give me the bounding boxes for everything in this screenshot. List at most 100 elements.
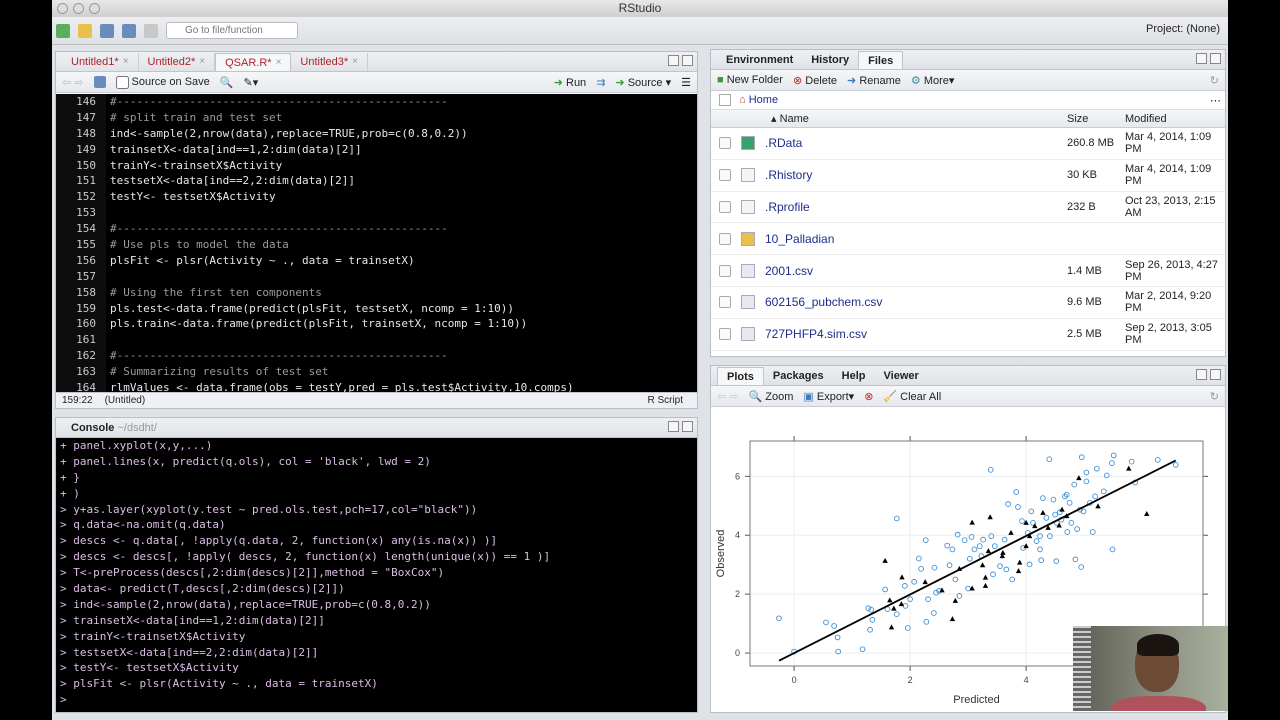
- file-row[interactable]: 2001.csv 1.4 MB Sep 26, 2013, 4:27 PM: [711, 255, 1225, 287]
- code-tools-icon[interactable]: ✎▾: [243, 76, 259, 89]
- open-file-icon[interactable]: [78, 23, 92, 38]
- file-checkbox[interactable]: [719, 296, 731, 309]
- file-row[interactable]: 727PHFP4.sim.csv 2.5 MB Sep 2, 2013, 3:05 …: [711, 319, 1225, 351]
- tab-qsar-r[interactable]: QSAR.R* ×: [215, 53, 292, 71]
- file-type-selector[interactable]: R Script: [647, 395, 683, 406]
- code-line[interactable]: 146 #------------------------------------…: [56, 94, 697, 110]
- tab-plots[interactable]: Plots: [717, 367, 764, 385]
- code-line[interactable]: 147 # split train and test set: [56, 110, 697, 126]
- tab-help[interactable]: Help: [841, 370, 866, 382]
- project-menu[interactable]: Project: (None): [1146, 23, 1220, 35]
- scope-selector[interactable]: (Untitled): [104, 395, 146, 406]
- clear-all-button[interactable]: 🧹 Clear All: [883, 390, 941, 403]
- code-line[interactable]: 164 rlmValues <- data.frame(obs = testY,p…: [56, 380, 697, 392]
- code-line[interactable]: 158 # Using the first ten components: [56, 285, 697, 301]
- more-button[interactable]: ⚙ More▾: [910, 74, 955, 87]
- file-name-link[interactable]: 2001.csv: [765, 263, 814, 278]
- maximize-pane-button[interactable]: [682, 55, 693, 66]
- refresh-icon[interactable]: ↻: [1209, 390, 1219, 403]
- console-output[interactable]: + panel.xyplot(x,y,...) + panel.lines(x, …: [56, 438, 697, 712]
- console-tab[interactable]: Console ~/dsdht/: [62, 419, 166, 437]
- tab-untitled3[interactable]: Untitled3* ×: [291, 53, 368, 71]
- refresh-icon[interactable]: ↻: [1209, 74, 1219, 87]
- code-line[interactable]: 162 #------------------------------------…: [56, 348, 697, 364]
- maximize-pane-button[interactable]: [1210, 369, 1221, 380]
- code-line[interactable]: 154 #------------------------------------…: [56, 221, 697, 237]
- minimize-pane-button[interactable]: [668, 421, 679, 432]
- file-row[interactable]: .RData 260.8 MB Mar 4, 2014, 1:09 PM: [711, 128, 1225, 160]
- file-name-link[interactable]: 727PHFP4.sim.csv: [765, 327, 868, 342]
- file-checkbox[interactable]: [719, 232, 731, 245]
- zoom-button[interactable]: 🔍 Zoom: [749, 390, 794, 403]
- run-button[interactable]: ➜ Run: [554, 76, 586, 89]
- maximize-pane-button[interactable]: [682, 421, 693, 432]
- code-line[interactable]: 151 testsetX<-data[ind==2,2:dim(data)[2]]: [56, 173, 697, 189]
- minimize-pane-button[interactable]: [1196, 369, 1207, 380]
- rename-button[interactable]: ➜ Rename: [847, 74, 901, 87]
- file-checkbox[interactable]: [719, 328, 731, 341]
- file-name-link[interactable]: .Rprofile: [765, 199, 810, 214]
- code-line[interactable]: 150 trainY<-trainsetX$Activity: [56, 158, 697, 174]
- file-row[interactable]: abhikkey1.6 KBOct 1, 2013,: [711, 351, 1225, 353]
- close-tab-icon[interactable]: ×: [275, 56, 282, 68]
- code-line[interactable]: 156 plsFit <- plsr(Activity ~ ., data = t…: [56, 253, 697, 269]
- code-line[interactable]: 163 # Summarizing results of test set: [56, 364, 697, 380]
- print-icon[interactable]: [144, 23, 158, 38]
- remove-plot-icon[interactable]: ⊗: [864, 390, 874, 403]
- name-column-header[interactable]: ▴ Name: [771, 113, 809, 125]
- breadcrumb-home[interactable]: Home: [748, 94, 779, 106]
- modified-column-header[interactable]: Modified: [1125, 112, 1167, 125]
- file-checkbox[interactable]: [719, 169, 731, 182]
- file-name-link[interactable]: .RData: [765, 136, 803, 151]
- tab-environment[interactable]: Environment: [726, 54, 794, 66]
- file-checkbox[interactable]: [719, 264, 731, 277]
- close-tab-icon[interactable]: ×: [199, 56, 206, 67]
- previous-plot-icon[interactable]: ⇦ ⇨: [717, 390, 739, 403]
- close-window-button[interactable]: [57, 3, 68, 14]
- file-name-link[interactable]: 602156_pubchem.csv: [765, 295, 883, 310]
- tab-untitled1[interactable]: Untitled1* ×: [62, 53, 139, 71]
- code-line[interactable]: 157: [56, 269, 697, 285]
- code-line[interactable]: 153: [56, 205, 697, 221]
- code-line[interactable]: 152 testY<- testsetX$Activity: [56, 189, 697, 205]
- checkbox[interactable]: [115, 75, 129, 89]
- source-on-save-checkbox[interactable]: Source on Save: [115, 75, 210, 89]
- minimize-pane-button[interactable]: [668, 55, 679, 66]
- window-controls[interactable]: [57, 3, 100, 14]
- outline-icon[interactable]: ☰: [681, 76, 691, 89]
- source-button[interactable]: ➜ Source ▾: [615, 76, 672, 89]
- code-line[interactable]: 149 trainsetX<-data[ind==1,2:dim(data)[2]…: [56, 142, 697, 158]
- close-tab-icon[interactable]: ×: [352, 56, 358, 67]
- tab-history[interactable]: History: [811, 54, 850, 66]
- minimize-pane-button[interactable]: [1196, 53, 1207, 64]
- new-file-icon[interactable]: [56, 23, 70, 38]
- select-all-checkbox[interactable]: [719, 94, 731, 106]
- code-line[interactable]: 148 ind<-sample(2,nrow(data),replace=TRUE…: [56, 126, 697, 142]
- code-line[interactable]: 155 # Use pls to model the data: [56, 237, 697, 253]
- file-row[interactable]: .Rprofile 232 B Oct 23, 2013, 2:15 AM: [711, 192, 1225, 224]
- go-to-file-input[interactable]: [166, 22, 298, 39]
- save-icon[interactable]: [100, 23, 114, 38]
- save-icon[interactable]: [93, 76, 106, 88]
- file-row[interactable]: .Rhistory 30 KB Mar 4, 2014, 1:09 PM: [711, 160, 1225, 192]
- back-icon[interactable]: ⇦ ⇨: [62, 76, 84, 89]
- maximize-pane-button[interactable]: [1210, 53, 1221, 64]
- home-icon[interactable]: ⌂: [739, 94, 746, 106]
- save-all-icon[interactable]: [122, 23, 136, 38]
- code-line[interactable]: 159 pls.test<-data.frame(predict(plsFit, …: [56, 301, 697, 317]
- minimize-window-button[interactable]: [73, 3, 84, 14]
- file-checkbox[interactable]: [719, 200, 731, 213]
- file-name-link[interactable]: .Rhistory: [765, 168, 813, 183]
- file-row[interactable]: 602156_pubchem.csv 9.6 MB Mar 2, 2014, 9:2…: [711, 287, 1225, 319]
- more-path-icon[interactable]: ⋯: [1210, 94, 1221, 107]
- file-name-link[interactable]: 10_Palladian: [765, 231, 835, 246]
- tab-viewer[interactable]: Viewer: [883, 370, 919, 382]
- export-button[interactable]: ▣ Export▾: [803, 390, 855, 403]
- file-checkbox[interactable]: [719, 137, 731, 150]
- search-icon[interactable]: 🔍: [219, 76, 234, 89]
- zoom-window-button[interactable]: [89, 3, 100, 14]
- rerun-icon[interactable]: ⇉: [596, 76, 606, 89]
- tab-files[interactable]: Files: [858, 51, 904, 69]
- code-editor[interactable]: 146 #------------------------------------…: [56, 94, 697, 392]
- code-line[interactable]: 161: [56, 332, 697, 348]
